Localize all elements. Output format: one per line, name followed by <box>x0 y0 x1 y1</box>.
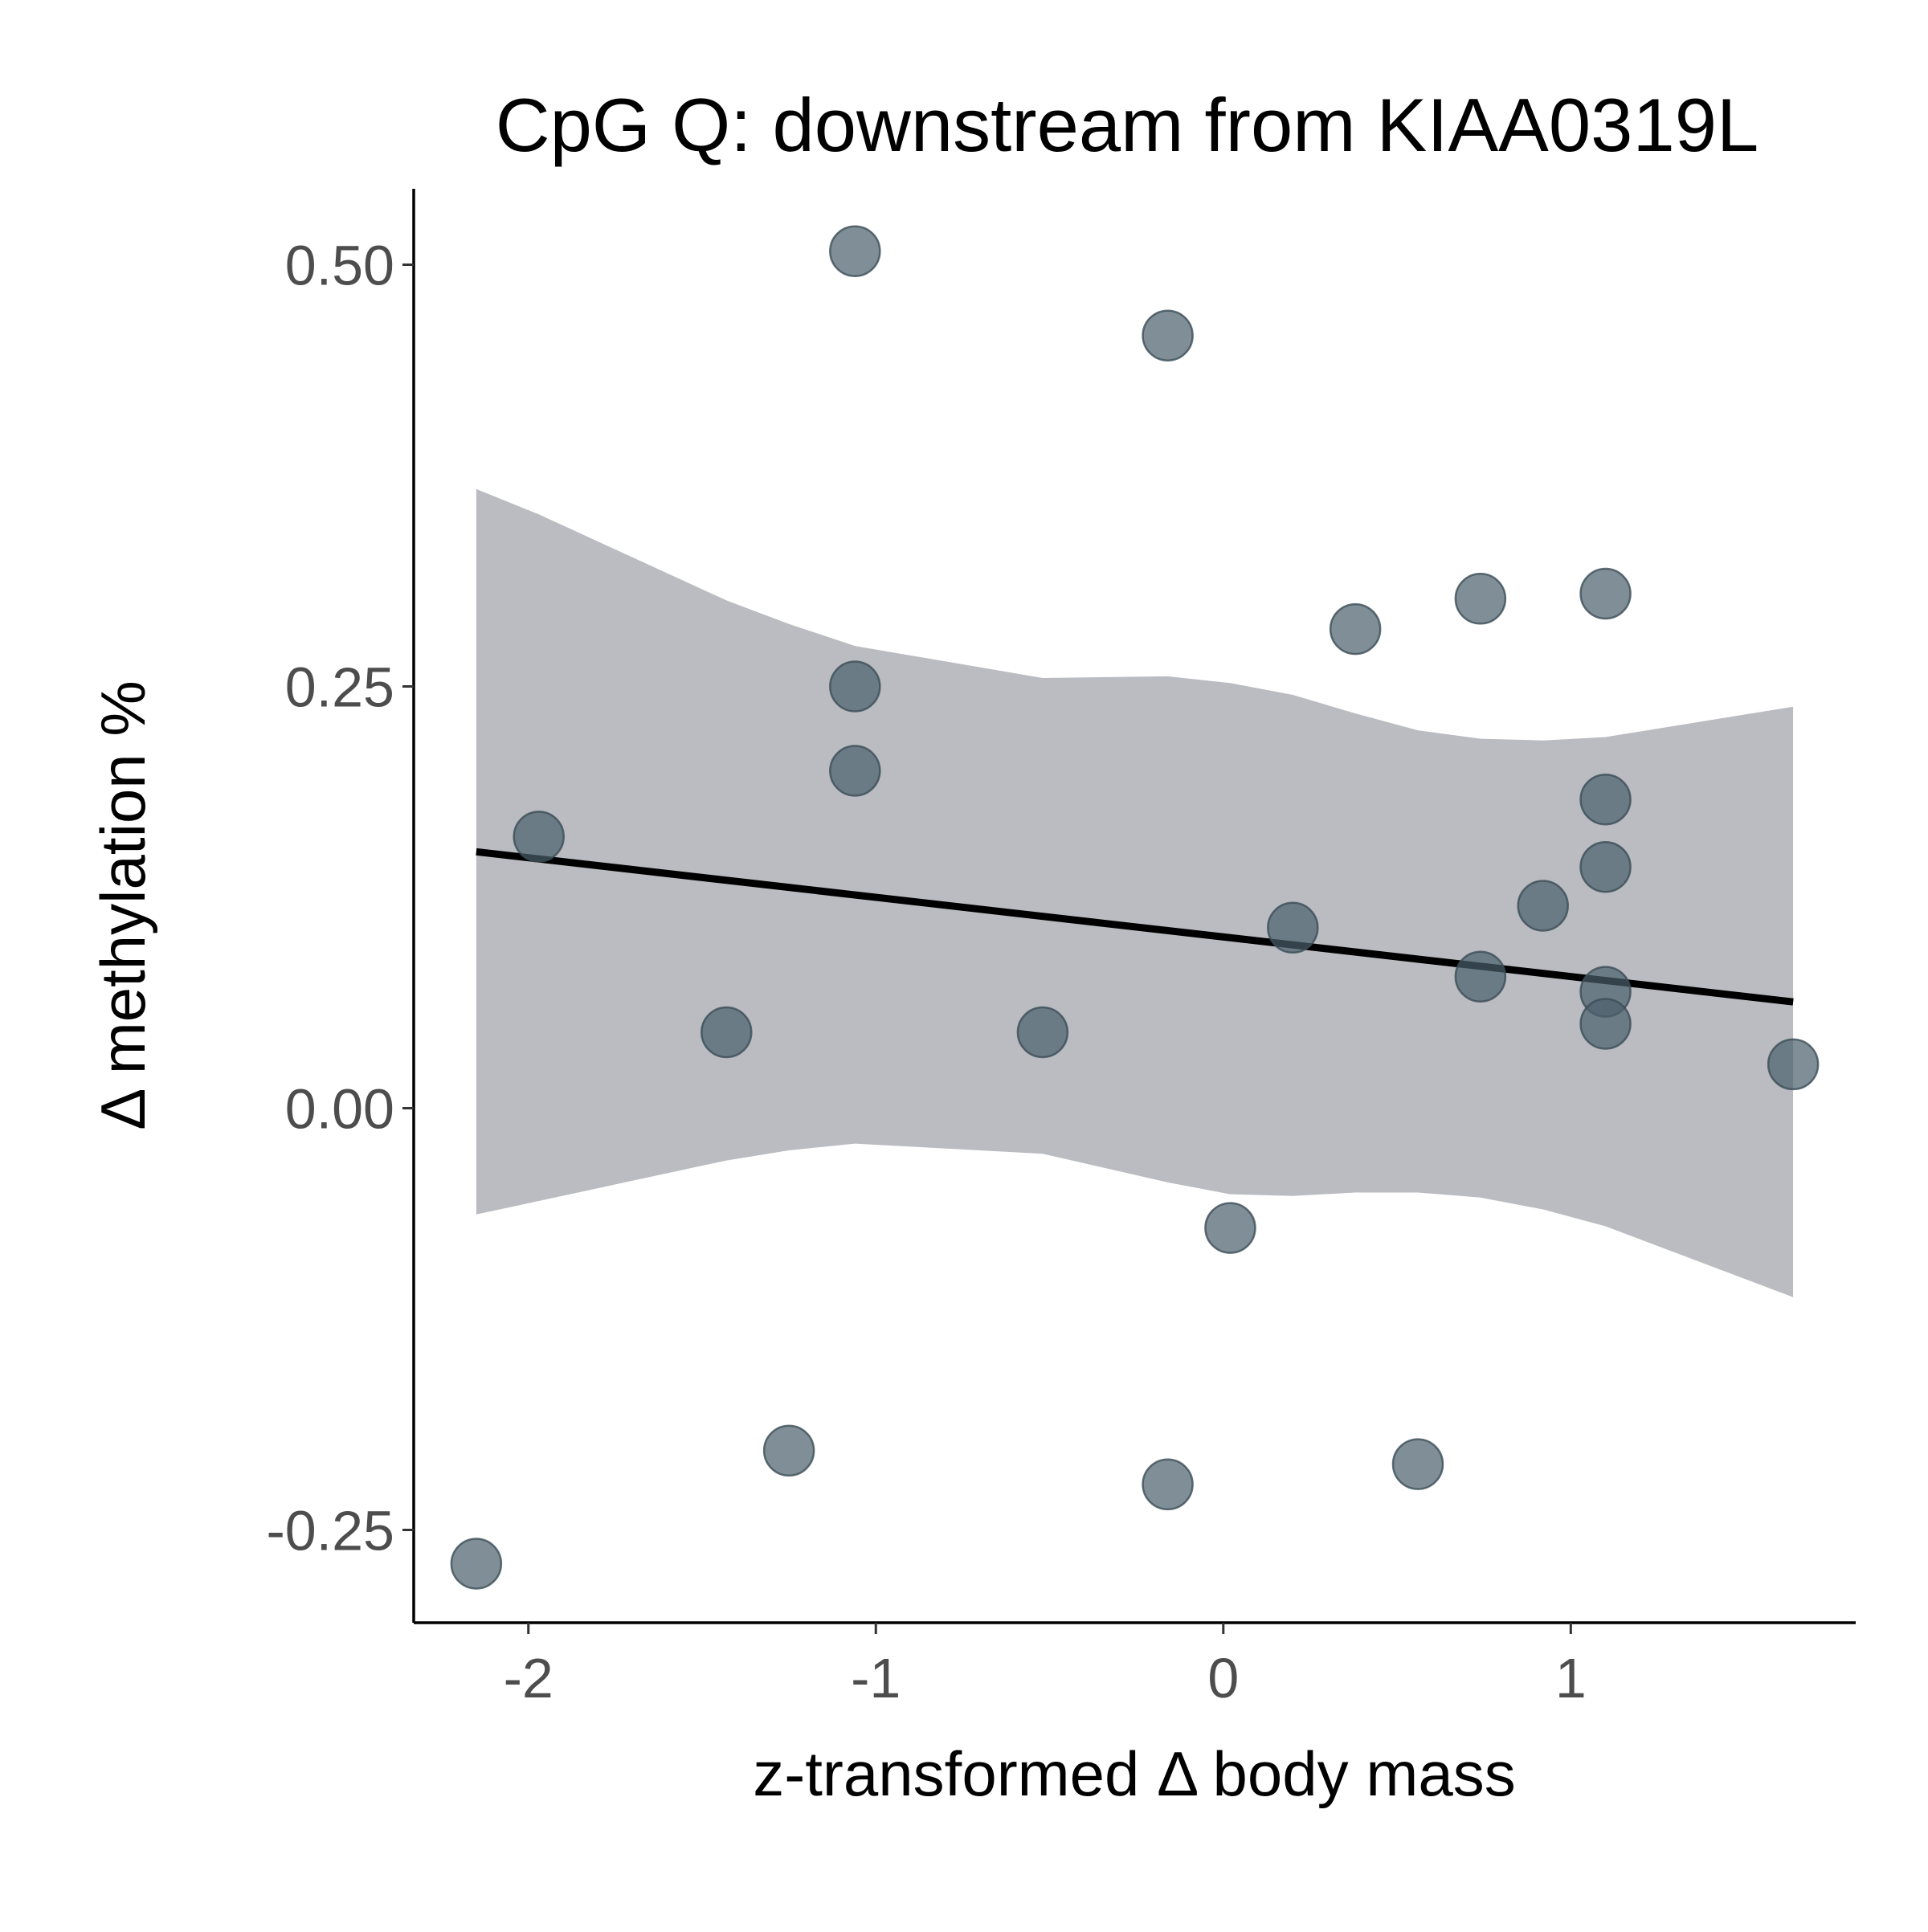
data-point <box>1267 901 1319 954</box>
x-tick-label: -1 <box>851 1647 901 1709</box>
data-point <box>1579 998 1632 1050</box>
data-point <box>1517 880 1569 932</box>
data-point <box>1454 950 1507 1003</box>
data-point <box>1142 309 1194 361</box>
data-point <box>829 225 881 277</box>
x-axis-ticks: -2 -1 0 1 <box>504 1623 1587 1709</box>
y-tick-label: 0.25 <box>285 656 394 719</box>
data-point <box>1391 1438 1444 1490</box>
data-points-layer <box>450 225 1820 1590</box>
y-axis-ticks: -0.25 0.00 0.25 0.50 <box>266 235 414 1562</box>
data-point <box>829 745 881 797</box>
confidence-band <box>476 488 1794 1297</box>
data-point <box>450 1538 503 1590</box>
data-point <box>1579 773 1632 826</box>
regression-line <box>476 848 1794 1006</box>
x-axis-title: z-transformed Δ body mass <box>753 1738 1515 1809</box>
data-point <box>1204 1202 1256 1254</box>
data-point <box>1579 567 1632 620</box>
data-point <box>1016 1006 1069 1059</box>
data-point <box>513 811 565 863</box>
data-point <box>1329 602 1382 656</box>
data-point <box>829 660 881 713</box>
y-tick-label: 0.50 <box>285 235 394 297</box>
x-tick-label: 0 <box>1207 1647 1239 1709</box>
data-point <box>1454 573 1507 625</box>
data-point <box>1579 840 1632 893</box>
data-point <box>701 1006 753 1059</box>
confidence-band-layer <box>476 488 1794 1297</box>
y-axis-title: Δ methylation % <box>88 680 158 1129</box>
data-point <box>1767 1038 1820 1091</box>
y-tick-label: 0.00 <box>285 1078 394 1141</box>
x-tick-label: 1 <box>1555 1647 1587 1709</box>
y-tick-label: -0.25 <box>266 1500 394 1562</box>
x-tick-label: -2 <box>504 1647 553 1709</box>
chart-title: CpG Q: downstream from KIAA0319L <box>496 83 1759 167</box>
data-point <box>762 1424 815 1477</box>
regression-line-layer <box>476 848 1794 1006</box>
data-point <box>1142 1458 1194 1511</box>
